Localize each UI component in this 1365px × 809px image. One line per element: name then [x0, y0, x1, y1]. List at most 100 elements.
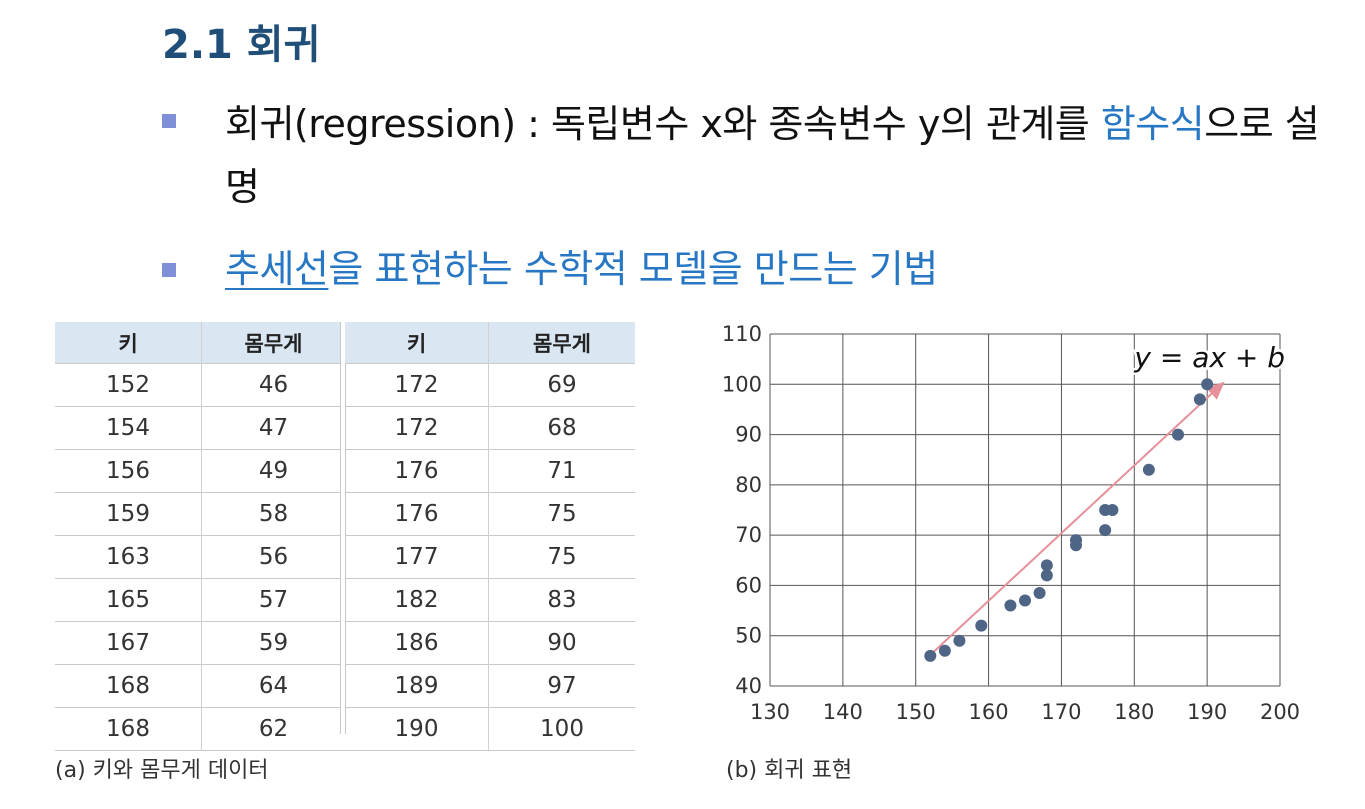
cell-weight: 46	[201, 363, 345, 407]
cell-weight: 75	[488, 535, 635, 579]
term-regression: 회귀	[225, 102, 294, 146]
cell-height: 172	[345, 363, 489, 407]
cell-height: 165	[55, 578, 202, 622]
y-tick-label: 60	[735, 573, 762, 597]
slide-title: 2.1 회귀	[162, 22, 321, 68]
cell-weight: 47	[201, 406, 345, 450]
cell-height: 186	[345, 621, 489, 665]
cell-height: 182	[345, 578, 489, 622]
cell-weight: 49	[201, 449, 345, 493]
data-point	[1201, 378, 1214, 391]
x-tick-label: 130	[750, 700, 790, 724]
data-point	[975, 619, 988, 632]
trendline-description: 을 표현하는 수학적 모델을 만드는 기법	[328, 247, 938, 291]
cell-height: 167	[55, 621, 202, 665]
table-row: 165 57	[55, 578, 345, 622]
cell-weight: 59	[201, 621, 345, 665]
table-row: 168 62	[55, 707, 345, 751]
table-row: 189 97	[345, 664, 635, 708]
term-regression-english: (regression)	[293, 102, 516, 146]
cell-height: 177	[345, 535, 489, 579]
table-row: 163 56	[55, 535, 345, 579]
y-tick-label: 100	[722, 372, 762, 396]
table-row: 182 83	[345, 578, 635, 622]
y-tick-label: 90	[735, 423, 762, 447]
bullet-trendline: 추세선을 표현하는 수학적 모델을 만드는 기법	[225, 238, 1335, 301]
regression-scatter-chart: 130 140 150 160 170 180 190 200 40 50 60 70 80 90 100 1…	[722, 322, 1300, 724]
data-point	[1004, 599, 1017, 612]
cell-weight: 64	[201, 664, 345, 708]
x-tick-label: 190	[1187, 700, 1227, 724]
table-row: 176 75	[345, 492, 635, 536]
x-tick-label: 140	[823, 700, 863, 724]
y-tick-label: 40	[735, 674, 762, 698]
cell-weight: 90	[488, 621, 635, 665]
bullet-regression-definition: 회귀(regression) : 독립변수 x와 종속변수 y의 관계를 함수식…	[225, 93, 1335, 219]
header-weight: 몸무게	[201, 322, 345, 364]
cell-height: 190	[345, 707, 489, 751]
x-tick-label: 200	[1260, 700, 1300, 724]
table-row: 190 100	[345, 707, 635, 751]
data-point	[1040, 559, 1053, 572]
table-row: 167 59	[55, 621, 345, 665]
cell-height: 189	[345, 664, 489, 708]
header-height: 키	[345, 322, 489, 364]
cell-height: 172	[345, 406, 489, 450]
definition-text: : 독립변수 x와 종속변수 y의 관계를	[515, 102, 1101, 146]
chart-caption: (b) 회귀 표현	[726, 758, 853, 783]
y-tick-label: 80	[735, 473, 762, 497]
cell-weight: 100	[488, 707, 635, 751]
x-tick-label: 150	[896, 700, 936, 724]
table-row: 172 69	[345, 363, 635, 407]
y-tick-label: 50	[735, 624, 762, 648]
data-point	[924, 649, 937, 662]
cell-height: 176	[345, 492, 489, 536]
table-row: 152 46	[55, 363, 345, 407]
cell-height: 176	[345, 449, 489, 493]
bullet-marker	[162, 114, 176, 128]
y-tick-label: 70	[735, 523, 762, 547]
definition-tail: 으로 설명	[225, 102, 1320, 209]
trend-line	[925, 381, 1225, 660]
cell-height: 152	[55, 363, 202, 407]
cell-height: 163	[55, 535, 202, 579]
table-row: 159 58	[55, 492, 345, 536]
highlight-function: 함수식	[1100, 102, 1205, 146]
data-point	[1040, 569, 1053, 582]
bullet-marker	[162, 263, 176, 277]
data-point	[1019, 594, 1031, 607]
data-point	[1142, 463, 1155, 476]
cell-weight: 69	[488, 363, 635, 407]
height-weight-table-right: 키 몸무게 172 69 172 68 176 71 176 75 177 75 182 8…	[345, 322, 635, 751]
data-point	[953, 634, 966, 647]
cell-height: 168	[55, 707, 202, 751]
x-tick-label: 180	[1114, 700, 1154, 724]
header-height: 키	[55, 322, 202, 364]
data-point	[938, 644, 951, 657]
x-tick-label: 160	[969, 700, 1009, 724]
cell-weight: 57	[201, 578, 345, 622]
cell-height: 156	[55, 449, 202, 493]
table-row: 168 64	[55, 664, 345, 708]
header-weight: 몸무게	[488, 322, 635, 364]
cell-weight: 68	[488, 406, 635, 450]
table-row: 177 75	[345, 535, 635, 579]
cell-weight: 58	[201, 492, 345, 536]
data-point	[1193, 393, 1206, 406]
table-row: 186 90	[345, 621, 635, 665]
y-tick-label: 110	[722, 322, 762, 346]
term-trendline: 추세선	[225, 247, 329, 291]
data-point	[1172, 428, 1184, 441]
cell-height: 168	[55, 664, 202, 708]
cell-weight: 97	[488, 664, 635, 708]
data-point	[1070, 539, 1082, 552]
data-point	[1033, 586, 1046, 599]
cell-weight: 83	[488, 578, 635, 622]
cell-weight: 56	[201, 535, 345, 579]
cell-weight: 75	[488, 492, 635, 536]
cell-weight: 62	[201, 707, 345, 751]
table-caption: (a) 키와 몸무게 데이터	[55, 758, 269, 783]
equation-annotation: y = ax + b	[1133, 341, 1285, 374]
table-row: 176 71	[345, 449, 635, 493]
cell-weight: 71	[488, 449, 635, 493]
